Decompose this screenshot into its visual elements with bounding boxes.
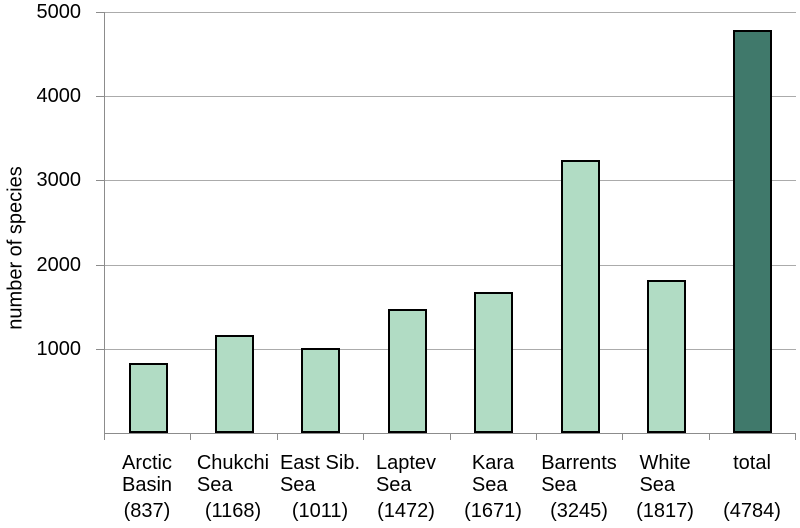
x-axis-tick (795, 434, 796, 440)
category-label: Barrents Sea (536, 452, 622, 496)
x-axis-tick (709, 434, 710, 440)
y-axis-tick (96, 265, 105, 266)
category-label: White Sea (622, 452, 708, 496)
category-label-text: East Sib. Sea (279, 452, 361, 496)
gridline (105, 265, 796, 266)
x-axis-tick (536, 434, 537, 440)
y-axis-tick (96, 12, 105, 13)
y-axis-tick (96, 180, 105, 181)
bar-1 (129, 363, 168, 433)
category-label: Chukchi Sea (190, 452, 276, 496)
category-label-text: total (733, 452, 771, 474)
value-label: (1011) (291, 500, 349, 522)
x-axis-tick (450, 434, 451, 440)
bar-5 (474, 292, 513, 433)
bar-7 (647, 280, 686, 433)
plot-area (96, 12, 796, 434)
value-label: (3245) (550, 500, 608, 522)
category-label: Arctic Basin (104, 452, 190, 496)
bar-2 (215, 335, 254, 433)
category-label-text: Laptev Sea (375, 452, 437, 496)
y-tick-label: 4000 (36, 85, 82, 107)
x-axis-tick (190, 434, 191, 440)
x-axis-tick (277, 434, 278, 440)
value-label: (1671) (464, 500, 522, 522)
category-label: Kara Sea (450, 452, 536, 496)
value-label: (1168) (204, 500, 262, 522)
x-axis-tick (363, 434, 364, 440)
y-tick-label: 5000 (36, 1, 82, 23)
bar-4 (388, 309, 427, 433)
value-label: (1817) (636, 500, 694, 522)
bar-3 (301, 348, 340, 433)
category-label: total (709, 452, 795, 474)
gridline (105, 96, 796, 97)
category-label-text: Arctic Basin (121, 452, 173, 496)
bar-6 (561, 160, 600, 433)
category-label-text: Barrents Sea (541, 452, 617, 496)
y-axis-tick (96, 96, 105, 97)
category-label: Laptev Sea (363, 452, 449, 496)
gridline (105, 12, 796, 13)
category-label-text: Kara Sea (471, 452, 515, 496)
x-axis-tick (104, 434, 105, 440)
gridline (105, 349, 796, 350)
category-label-text: White Sea (639, 452, 691, 496)
y-tick-label: 3000 (36, 169, 82, 191)
category-label-text: Chukchi Sea (196, 452, 270, 496)
x-axis-tick (622, 434, 623, 440)
gridline (105, 180, 796, 181)
value-label: (1472) (377, 500, 435, 522)
bar-8 (733, 30, 772, 433)
y-tick-label: 2000 (36, 254, 82, 276)
y-axis-tick (96, 349, 105, 350)
value-label: (837) (123, 500, 171, 522)
category-label: East Sib. Sea (277, 452, 363, 496)
y-tick-label: 1000 (36, 338, 82, 360)
value-label: (4784) (723, 500, 781, 522)
